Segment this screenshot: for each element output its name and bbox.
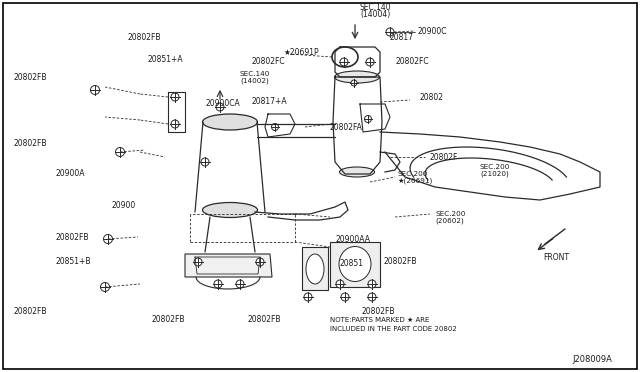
Circle shape (256, 258, 264, 266)
Text: SEC.140: SEC.140 (360, 3, 392, 12)
Circle shape (368, 293, 376, 301)
Text: 20851: 20851 (340, 260, 364, 269)
Circle shape (236, 280, 244, 288)
Ellipse shape (202, 202, 257, 218)
Text: 20802F: 20802F (430, 153, 458, 161)
Text: 20900C: 20900C (418, 28, 447, 36)
Text: SEC.200: SEC.200 (435, 211, 465, 217)
Circle shape (271, 124, 278, 131)
Circle shape (115, 148, 125, 157)
Circle shape (214, 280, 222, 288)
Text: SEC.200: SEC.200 (480, 164, 510, 170)
Text: 20817: 20817 (390, 32, 414, 42)
Text: 20802: 20802 (420, 93, 444, 102)
Ellipse shape (332, 47, 358, 67)
Text: SEC.200: SEC.200 (398, 171, 428, 177)
Circle shape (104, 234, 113, 244)
Text: ★20691P: ★20691P (283, 48, 319, 57)
Text: 20802FC: 20802FC (395, 58, 429, 67)
Circle shape (351, 80, 357, 86)
Text: 20802FB: 20802FB (362, 308, 396, 317)
Circle shape (194, 258, 202, 266)
Text: (14004): (14004) (360, 10, 390, 19)
Text: 20817+A: 20817+A (252, 97, 287, 106)
Circle shape (336, 280, 344, 288)
Ellipse shape (339, 167, 374, 177)
Circle shape (365, 115, 371, 122)
Circle shape (386, 28, 394, 36)
Text: 20802FB: 20802FB (248, 315, 282, 324)
Text: 20802FB: 20802FB (128, 32, 161, 42)
Circle shape (171, 120, 179, 128)
Text: 20851+B: 20851+B (55, 257, 90, 266)
Polygon shape (185, 254, 272, 277)
Polygon shape (302, 247, 328, 290)
Ellipse shape (202, 114, 257, 130)
Ellipse shape (339, 247, 371, 282)
Text: (20602): (20602) (435, 218, 464, 224)
Text: 20802FB: 20802FB (383, 257, 417, 266)
Text: 20802FB: 20802FB (55, 232, 88, 241)
Circle shape (341, 293, 349, 301)
Text: INCLUDED IN THE PART CODE 20802: INCLUDED IN THE PART CODE 20802 (330, 326, 457, 332)
Text: 20900A: 20900A (55, 170, 84, 179)
Circle shape (368, 280, 376, 288)
Text: FRONT: FRONT (543, 253, 569, 262)
Text: 20802FB: 20802FB (13, 73, 47, 81)
Text: (21020): (21020) (480, 171, 509, 177)
Circle shape (171, 93, 179, 101)
Circle shape (201, 158, 209, 166)
Text: 20900CA: 20900CA (205, 99, 240, 109)
Circle shape (340, 58, 348, 66)
Ellipse shape (335, 71, 380, 83)
Text: 20802FB: 20802FB (13, 308, 47, 317)
Circle shape (304, 293, 312, 301)
Text: SEC.140: SEC.140 (240, 71, 270, 77)
Text: J208009A: J208009A (572, 356, 612, 365)
Polygon shape (330, 242, 380, 287)
Circle shape (100, 282, 109, 292)
Circle shape (216, 103, 224, 111)
Circle shape (90, 86, 99, 94)
Text: 20802FC: 20802FC (252, 58, 285, 67)
Text: 20900: 20900 (112, 201, 136, 209)
Ellipse shape (306, 254, 324, 284)
Text: 20802FA: 20802FA (330, 122, 363, 131)
Text: NOTE:PARTS MARKED ★ ARE: NOTE:PARTS MARKED ★ ARE (330, 317, 429, 323)
Text: 20802FB: 20802FB (152, 315, 186, 324)
Text: (14002): (14002) (240, 78, 269, 84)
Text: 20802FB: 20802FB (13, 140, 47, 148)
Text: ★(20691): ★(20691) (398, 178, 433, 184)
Text: 20900AA: 20900AA (336, 234, 371, 244)
Circle shape (366, 58, 374, 66)
Text: 20851+A: 20851+A (148, 55, 184, 64)
